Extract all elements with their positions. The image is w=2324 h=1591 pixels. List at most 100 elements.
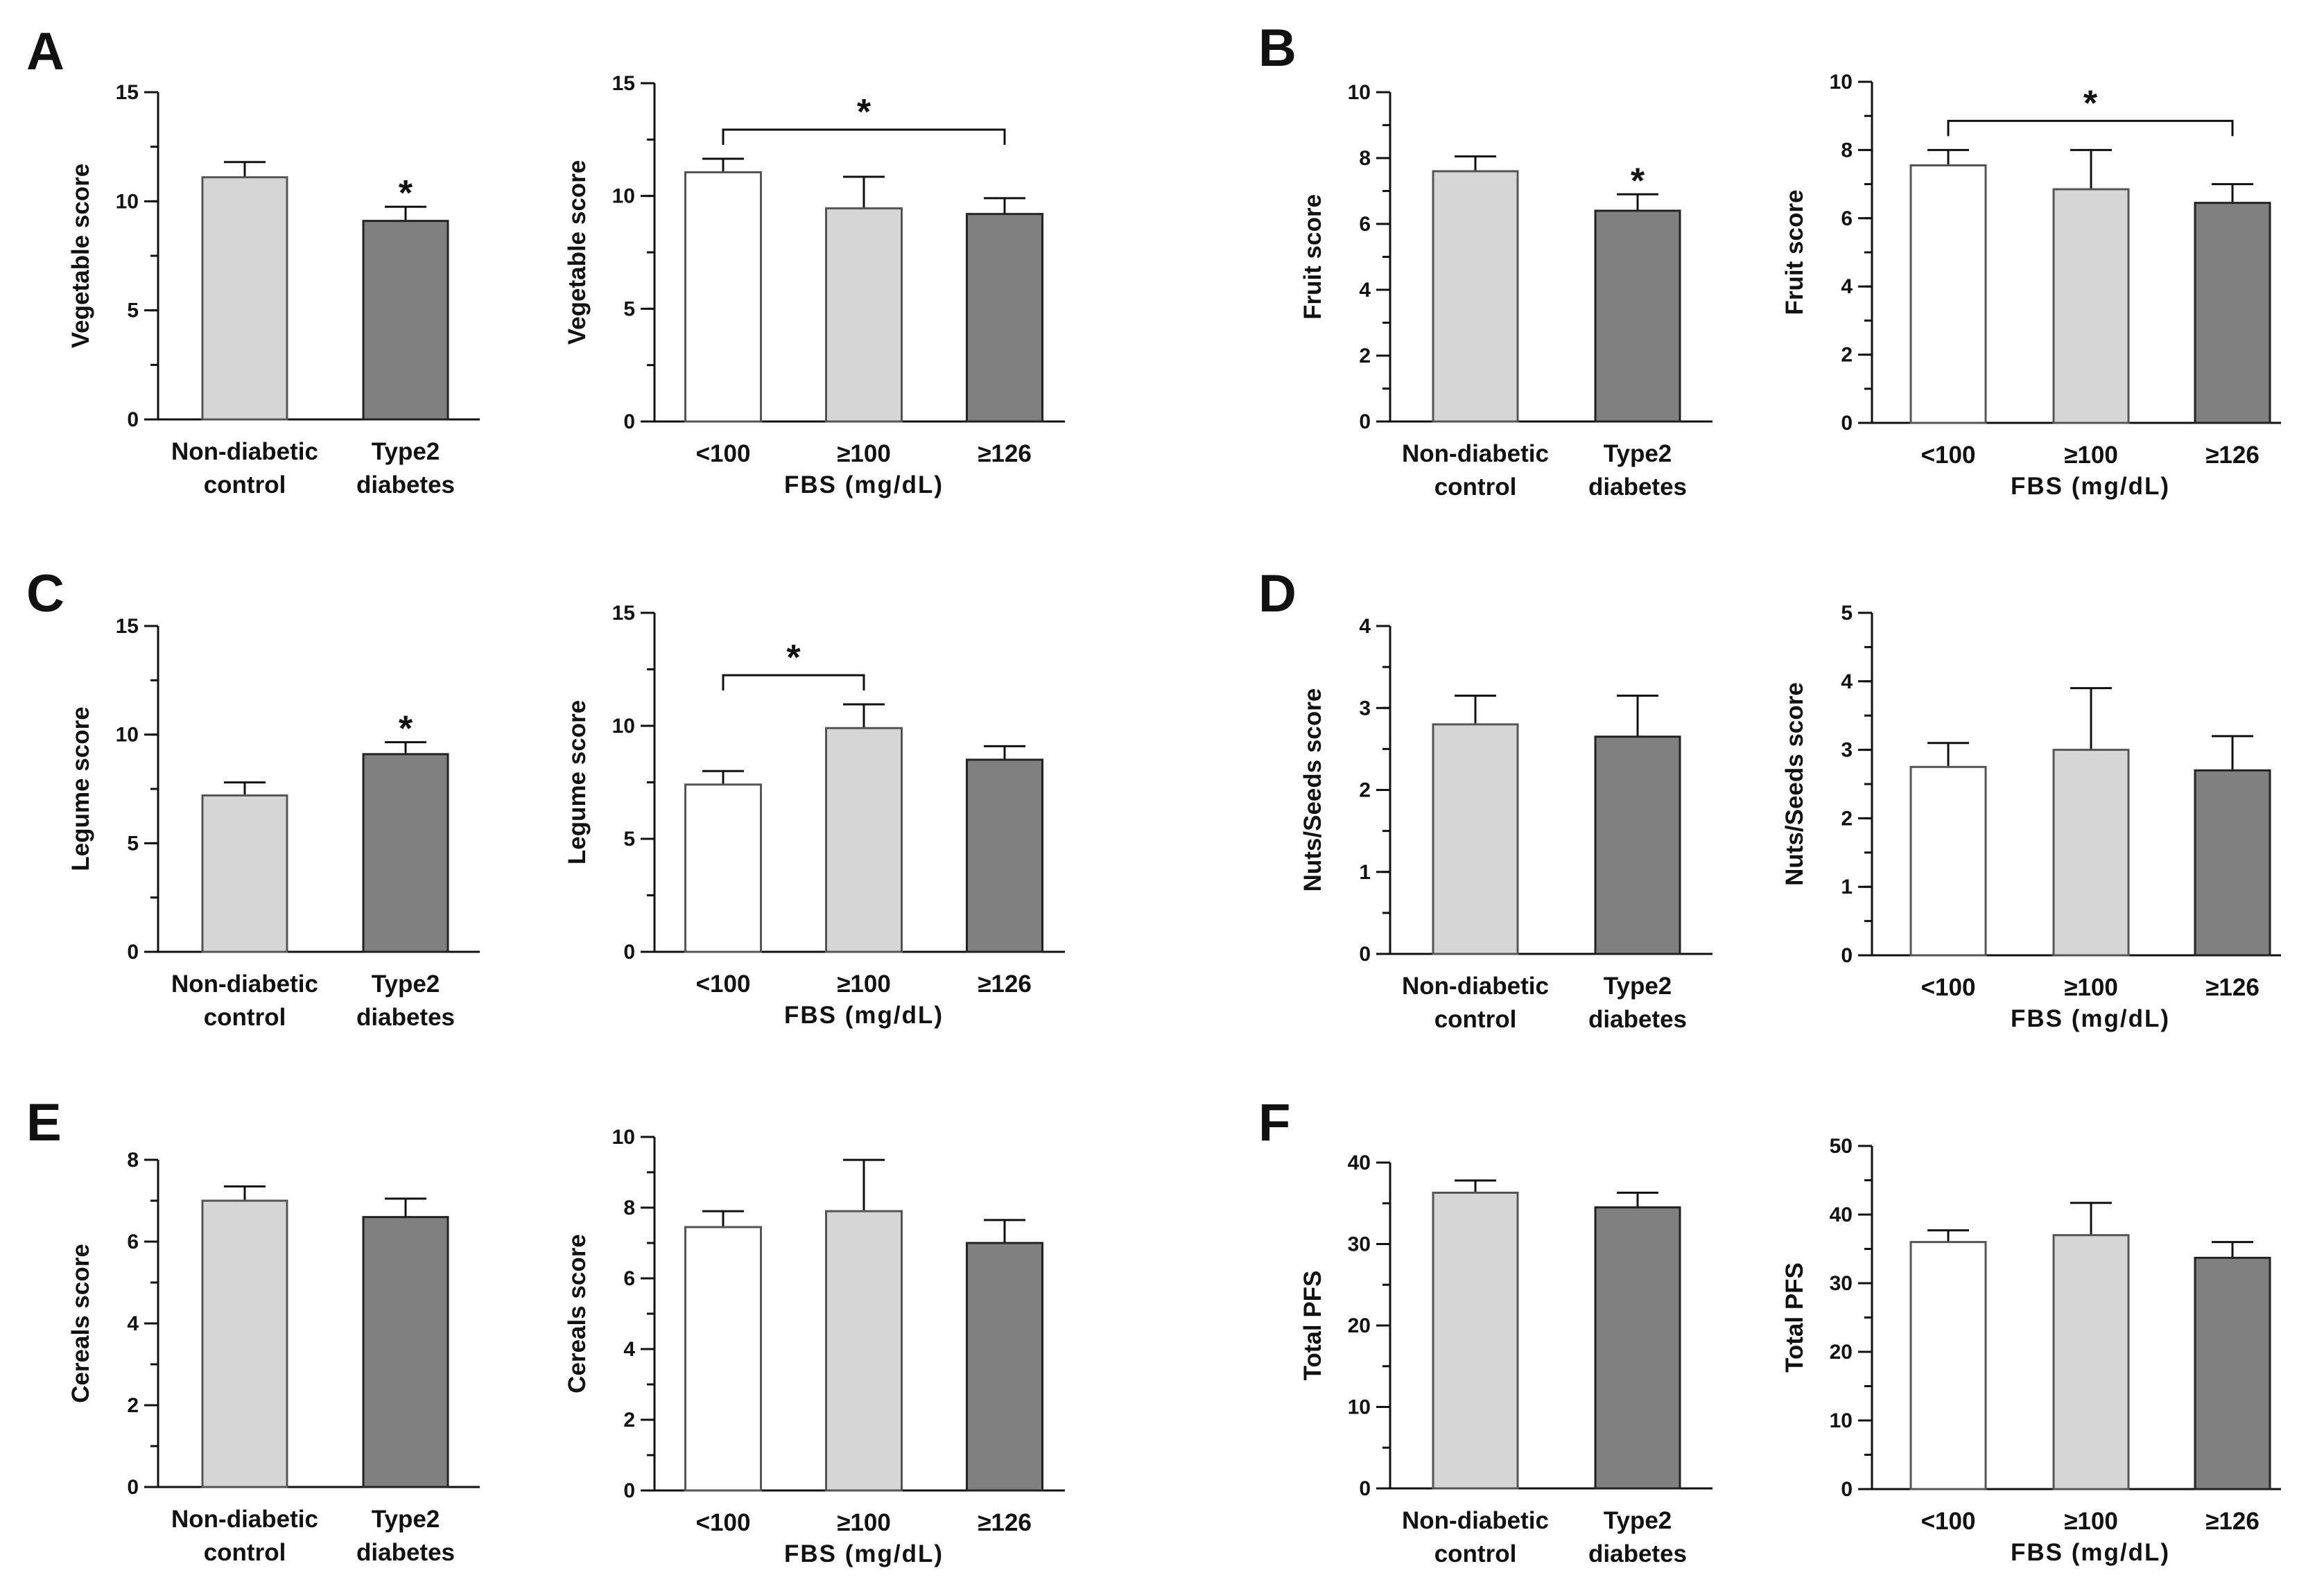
- y-axis-title: Nuts/Seeds score: [1781, 682, 1808, 886]
- y-tick-label: 5: [1841, 602, 1853, 625]
- chart-f-left: F 0 10 20 30 40 Total PFS Non-diabetic control Ty…: [1258, 1093, 1712, 1567]
- x-tick-label: control: [204, 471, 286, 498]
- y-tick-label: 0: [1359, 410, 1371, 433]
- y-tick-label: 4: [623, 1338, 635, 1361]
- significance-star: *: [786, 638, 801, 678]
- chart-b-right: 0 2 4 6 8 10 Fruit score <100 ≥100 ≥126 FBS (mg/dL…: [1781, 71, 2281, 500]
- x-tick-label: Non-diabetic: [1402, 440, 1549, 467]
- significance-star: *: [399, 173, 413, 214]
- y-tick-label: 0: [127, 1476, 139, 1499]
- panel-letter-a: A: [26, 22, 64, 81]
- x-tick-label: Type2: [1604, 440, 1672, 467]
- x-tick-label: diabetes: [356, 1004, 455, 1031]
- y-tick-label: 0: [1841, 1478, 1853, 1501]
- y-tick-label: 10: [1348, 1396, 1371, 1419]
- bar: [966, 758, 1043, 953]
- y-tick-label: 0: [1841, 944, 1853, 967]
- y-tick-label: 0: [623, 410, 635, 433]
- bar: [2194, 202, 2271, 424]
- y-tick-label: 3: [1359, 697, 1371, 720]
- bar: [2052, 1234, 2130, 1490]
- bar: [825, 207, 903, 423]
- x-tick-label: ≥100: [2064, 974, 2118, 1001]
- panel-letter-e: E: [26, 1093, 62, 1152]
- bar: [201, 176, 288, 421]
- y-tick-label: 4: [1841, 275, 1853, 298]
- y-tick-label: 2: [1359, 345, 1371, 367]
- y-tick-label: 10: [612, 185, 635, 208]
- y-tick-label: 5: [623, 828, 635, 851]
- y-tick-label: 15: [612, 602, 635, 625]
- x-tick-label: <100: [1921, 974, 1976, 1001]
- panel-letter-d: D: [1258, 564, 1297, 623]
- y-tick-label: 2: [1841, 807, 1853, 830]
- chart-a-left: A 0 5 10 15 Vegetable score Non-diabetic contro…: [26, 22, 480, 498]
- x-axis-title: FBS (mg/dL): [784, 1540, 944, 1567]
- y-tick-label: 20: [1348, 1314, 1371, 1337]
- y-tick-label: 2: [127, 1394, 139, 1417]
- x-tick-label: <100: [696, 440, 751, 467]
- y-tick-label: 3: [1841, 739, 1853, 762]
- x-axis-title: FBS (mg/dL): [2011, 1539, 2170, 1566]
- x-tick-label: Non-diabetic: [1402, 973, 1549, 1000]
- bar: [1909, 1241, 1987, 1490]
- x-tick-label: Non-diabetic: [1402, 1507, 1549, 1534]
- bar: [825, 1210, 903, 1492]
- chart-e-left: E 0 2 4 6 8 Cereals score Non-diabetic control Ty…: [26, 1093, 480, 1566]
- y-tick-label: 4: [1359, 279, 1371, 302]
- significance-bracket: [722, 674, 865, 691]
- y-tick-label: 4: [1359, 615, 1371, 638]
- chart-e-right: 0 2 4 6 8 10 Cereals score <100 ≥100 ≥126 FBS (mg/…: [564, 1126, 1065, 1567]
- y-tick-label: 0: [1359, 943, 1371, 966]
- y-axis-title: Nuts/Seeds score: [1299, 688, 1326, 892]
- bar: [1432, 1191, 1519, 1490]
- y-tick-label: 30: [1348, 1233, 1371, 1256]
- y-axis-title: Vegetable score: [67, 164, 94, 349]
- bar: [1594, 209, 1681, 423]
- y-tick-label: 40: [1830, 1203, 1853, 1226]
- y-tick-label: 10: [1830, 71, 1853, 94]
- x-tick-label: ≥100: [837, 971, 891, 998]
- y-tick-label: 5: [623, 297, 635, 320]
- x-tick-label: ≥126: [978, 1509, 1032, 1536]
- significance-star: *: [399, 709, 413, 749]
- bar: [1594, 736, 1681, 955]
- x-tick-label: ≥126: [978, 971, 1032, 998]
- x-tick-label: ≥100: [2064, 442, 2118, 469]
- x-tick-label: diabetes: [356, 471, 455, 498]
- x-tick-label: diabetes: [356, 1539, 455, 1566]
- y-tick-label: 6: [127, 1231, 139, 1253]
- x-tick-label: ≥126: [2205, 442, 2260, 469]
- y-axis-title: Total PFS: [1299, 1271, 1326, 1381]
- y-tick-label: 1: [1359, 861, 1371, 884]
- y-tick-label: 8: [623, 1197, 635, 1219]
- x-axis-title: FBS (mg/dL): [784, 1002, 944, 1029]
- y-tick-label: 8: [127, 1149, 139, 1172]
- x-tick-label: control: [204, 1004, 286, 1031]
- bar: [825, 727, 903, 953]
- y-tick-label: 10: [116, 724, 139, 747]
- x-tick-label: ≥100: [2064, 1508, 2118, 1535]
- x-axis-title: FBS (mg/dL): [784, 471, 944, 498]
- x-tick-label: control: [1434, 473, 1517, 501]
- x-tick-label: ≥100: [837, 440, 891, 467]
- y-axis-title: Fruit score: [1299, 194, 1326, 320]
- y-tick-label: 15: [612, 72, 635, 95]
- y-axis-title: Legume score: [564, 700, 591, 864]
- y-tick-label: 10: [612, 715, 635, 738]
- x-tick-label: control: [204, 1539, 286, 1566]
- significance-star: *: [1631, 161, 1645, 201]
- x-tick-label: Type2: [372, 971, 440, 998]
- chart-f-right: 0 10 20 30 40 50 Total PFS <100 ≥100 ≥126 FBS (mg/…: [1781, 1135, 2281, 1566]
- chart-d-left: D 0 1 2 3 4 Nuts/Seeds score Non-diabetic contro…: [1258, 564, 1712, 1033]
- bar: [2052, 188, 2130, 424]
- x-tick-label: Non-diabetic: [171, 438, 318, 465]
- x-tick-label: <100: [696, 1509, 751, 1536]
- y-axis-title: Fruit score: [1781, 190, 1808, 315]
- x-tick-label: Type2: [372, 438, 440, 465]
- bar: [201, 794, 288, 953]
- bar: [2194, 1256, 2271, 1490]
- x-tick-label: <100: [1921, 442, 1976, 469]
- x-tick-label: Type2: [372, 1506, 440, 1533]
- chart-d-right: 0 1 2 3 4 5 Nuts/Seeds score <100 ≥100 ≥126 FBS (m…: [1781, 602, 2281, 1032]
